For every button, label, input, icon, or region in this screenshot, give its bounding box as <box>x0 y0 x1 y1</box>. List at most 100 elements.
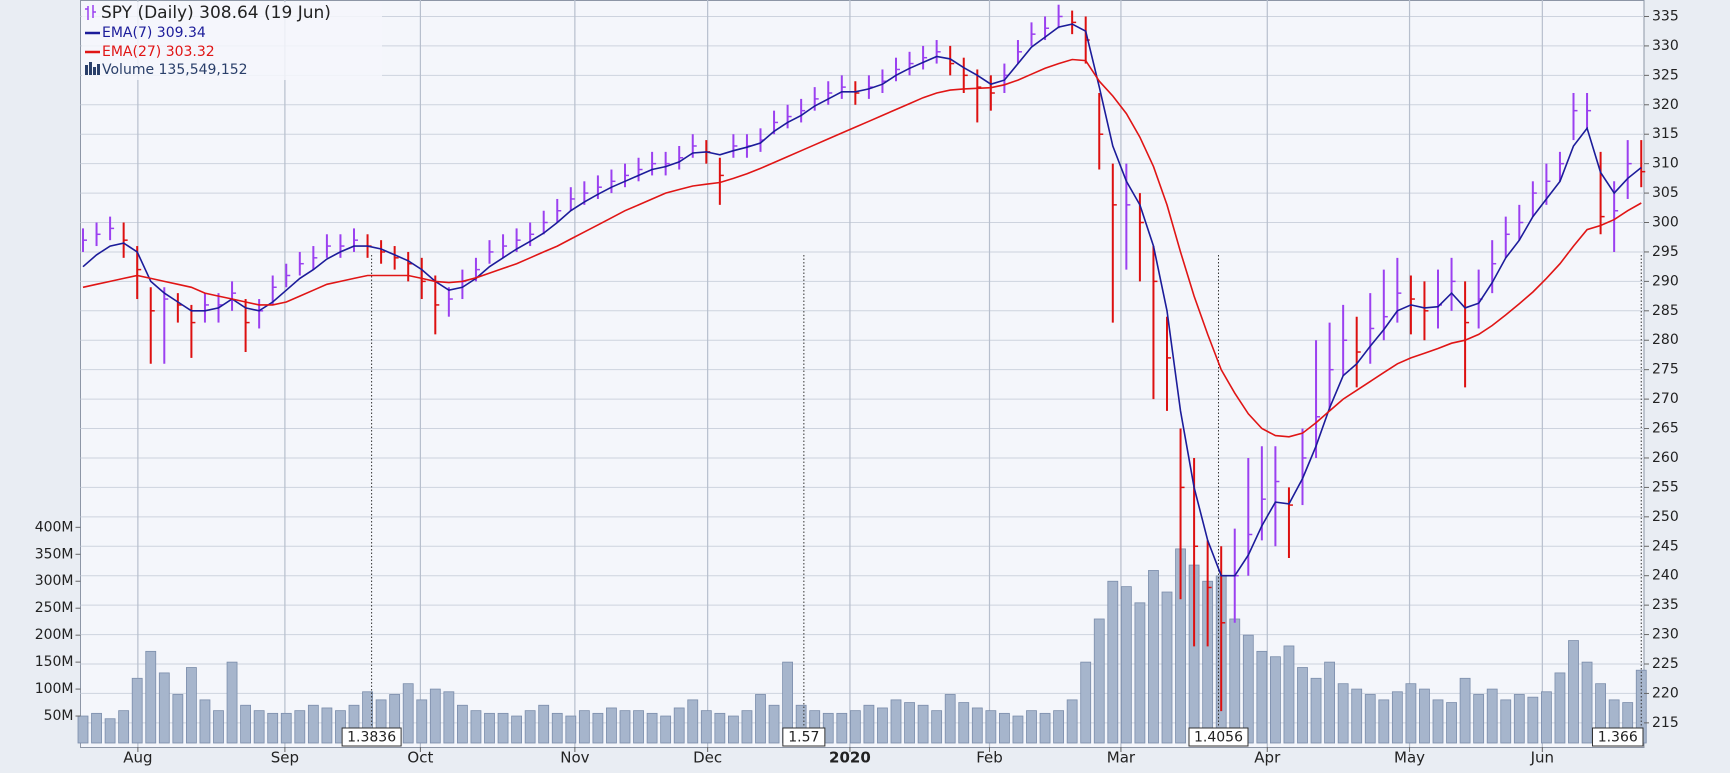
y-tick-label: 320 <box>1652 97 1679 113</box>
volume-bar <box>158 672 170 744</box>
volume-bar <box>1012 715 1024 744</box>
volume-bar <box>1297 667 1308 744</box>
y-tick-label: 215 <box>1652 715 1679 731</box>
volume-bar <box>213 710 224 744</box>
x-tick-label: Feb <box>976 749 1003 767</box>
volume-bar <box>131 677 143 744</box>
volume-bar <box>673 707 685 744</box>
volume-bar <box>1364 694 1376 744</box>
y-tick-label: 245 <box>1652 538 1679 554</box>
volume-bar <box>1419 688 1430 744</box>
volume-bar <box>1026 710 1037 744</box>
volume-bar <box>145 650 157 744</box>
volume-bar <box>606 707 617 744</box>
ema-layer <box>82 23 1642 577</box>
y-tick-label: 280 <box>1652 332 1679 348</box>
volume-bar <box>1093 618 1105 744</box>
y-tick-label: 330 <box>1652 38 1679 54</box>
volume-bar <box>1432 699 1444 744</box>
y-tick-label: 305 <box>1652 185 1679 201</box>
volume-bar <box>1473 694 1485 744</box>
volume-bar <box>755 694 766 744</box>
ema-line <box>82 23 1642 577</box>
volume-bar <box>1148 570 1159 744</box>
volume-bar <box>1283 645 1295 744</box>
annotation-label: 1.4056 <box>1194 730 1243 746</box>
volume-bar <box>335 710 346 744</box>
x-tick-label: Nov <box>560 749 589 767</box>
volume-bar <box>199 699 211 744</box>
annotation-box <box>341 727 402 747</box>
volume-bar <box>565 715 577 744</box>
annotation-box <box>1188 727 1249 747</box>
volume-bar <box>1446 702 1457 744</box>
y-tick-label: 325 <box>1652 67 1679 83</box>
y-tick-label: 295 <box>1652 244 1679 260</box>
volume-bar <box>1337 683 1349 744</box>
volume-bar <box>1513 694 1525 744</box>
volume-bar <box>307 704 319 744</box>
y-tick-label: 250 <box>1652 509 1679 525</box>
volume-bar <box>91 712 102 744</box>
legend-price: SPY (Daily) 308.64 (19 Jun) <box>101 3 331 23</box>
volume-bar <box>877 707 888 744</box>
volume-bar <box>321 707 333 744</box>
annotation-box <box>1592 727 1644 747</box>
volume-bar <box>1324 661 1335 744</box>
legend-ema27: EMA(27) 303.32 <box>102 44 215 60</box>
volume-bar <box>1270 656 1281 744</box>
volume-bar <box>1581 661 1593 744</box>
volume-bar <box>1039 712 1051 744</box>
volume-bar <box>1568 640 1579 744</box>
volume-bar <box>240 704 252 744</box>
volume-bar <box>863 704 875 744</box>
volume-bar <box>1310 677 1322 744</box>
volume-bar <box>1134 602 1146 744</box>
volume-bar <box>633 710 644 744</box>
volume-bar <box>700 710 712 744</box>
axis-labels: 215 220 225 230 235 240 245 250 255 260 265 270 275 2… <box>35 8 1679 766</box>
x-tick-label: Oct <box>407 749 433 767</box>
volume-bar <box>1486 688 1498 744</box>
x-tick-label: Mar <box>1107 749 1136 767</box>
volume-bar <box>1053 710 1064 744</box>
y2-tick-label: 250M <box>35 600 74 616</box>
volume-bar <box>511 715 523 744</box>
legend-icon-ohlc <box>85 5 96 20</box>
y-tick-label: 315 <box>1652 126 1679 142</box>
volume-bar <box>1161 591 1173 744</box>
volume-bar <box>890 699 902 744</box>
x-tick-label: Apr <box>1254 749 1281 767</box>
y2-tick-label: 300M <box>35 573 74 589</box>
volume-bar <box>944 694 956 744</box>
y-tick-label: 230 <box>1652 627 1679 643</box>
volume-bar <box>538 704 550 744</box>
volume-bar <box>551 712 563 744</box>
volume-bar <box>294 710 306 744</box>
volume-bar <box>1391 691 1403 744</box>
volume-bar <box>592 712 604 744</box>
y-tick-label: 235 <box>1652 597 1679 613</box>
volume-bar <box>728 715 739 744</box>
volume-bar <box>226 661 238 744</box>
y2-tick-label: 150M <box>35 654 74 670</box>
y-tick-label: 270 <box>1652 391 1679 407</box>
legend-bg <box>82 2 382 80</box>
volume-bar <box>660 715 672 744</box>
y2-tick-label: 100M <box>35 681 74 697</box>
volume-bar <box>1405 683 1417 744</box>
annotation-label: 1.57 <box>788 730 819 746</box>
y-tick-label: 225 <box>1652 656 1679 672</box>
volume-bar <box>267 712 279 744</box>
volume-bar <box>280 712 292 744</box>
x-tick-label: Aug <box>123 749 152 767</box>
volume-bar <box>958 702 970 744</box>
legend: SPY (Daily) 308.64 (19 Jun) EMA(7) 309.3… <box>82 2 382 80</box>
volume-bar <box>904 702 915 744</box>
volume-bar <box>741 710 753 744</box>
annotation-label: 1.366 <box>1598 730 1638 746</box>
volume-bar <box>104 718 116 744</box>
y2-tick-label: 400M <box>35 519 74 535</box>
